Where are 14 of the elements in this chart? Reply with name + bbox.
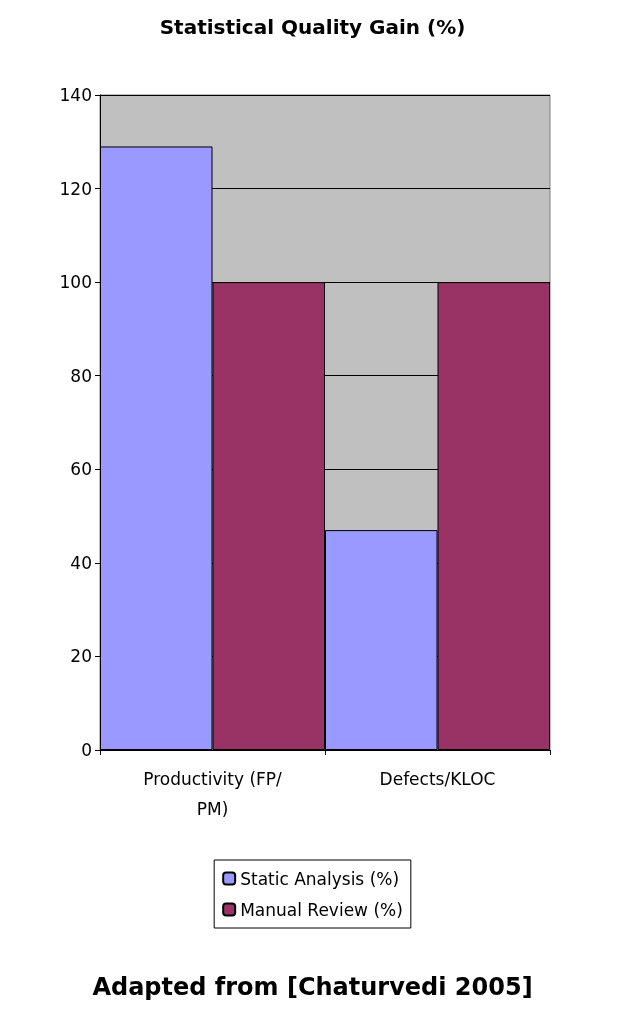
- text: Adapted from [Chaturvedi 2005]: [92, 973, 533, 1001]
- y-tick-label: 40: [70, 552, 92, 573]
- y-tick-label: 140: [59, 85, 92, 105]
- legend-label: Static Analysis (%): [240, 868, 400, 889]
- x-tick-label: Defects/KLOC: [379, 769, 496, 789]
- y-tick-label: 0: [81, 740, 92, 760]
- y-tick-label: 60: [70, 459, 92, 480]
- y-tick-label: 80: [70, 365, 92, 386]
- chart-title: Statistical Quality Gain (%): [159, 15, 466, 39]
- y-tick-label: 120: [59, 178, 92, 199]
- y-tick-label: 100: [59, 272, 92, 293]
- legend-label: Manual Review (%): [240, 899, 403, 920]
- x-tick-label: Productivity (FP/PM): [143, 769, 283, 819]
- y-tick-label: 20: [70, 646, 92, 667]
